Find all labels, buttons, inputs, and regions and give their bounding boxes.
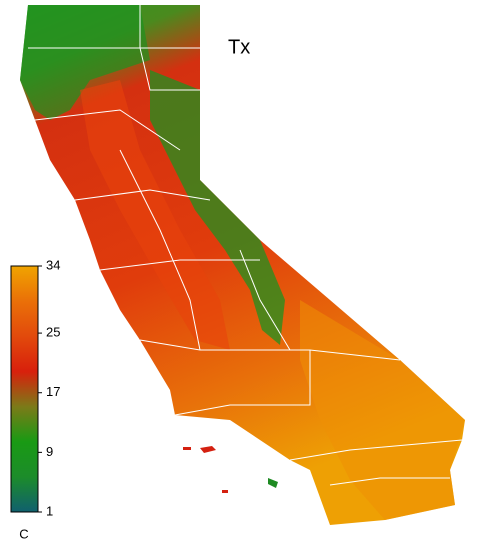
legend-tick-label: 17 bbox=[46, 384, 60, 399]
legend-tick-label: 1 bbox=[46, 503, 53, 518]
legend-tick-label: 25 bbox=[46, 325, 60, 340]
county-line bbox=[139, 5, 200, 91]
desert bbox=[300, 300, 465, 520]
county-line bbox=[139, 339, 401, 361]
state bbox=[20, 5, 465, 525]
county-line bbox=[34, 109, 181, 151]
county-line bbox=[239, 249, 291, 351]
map-title: Tx bbox=[228, 36, 250, 58]
legend-tick-label: 34 bbox=[46, 257, 60, 272]
island bbox=[200, 446, 216, 453]
county-line bbox=[289, 439, 463, 461]
island bbox=[183, 447, 191, 450]
sierra-highlands bbox=[150, 70, 285, 345]
color-bar bbox=[10, 265, 39, 513]
county-line bbox=[119, 149, 201, 351]
county-line bbox=[99, 259, 260, 271]
central-valley bbox=[80, 80, 230, 350]
legend-tick-label: 9 bbox=[46, 444, 53, 459]
county-line bbox=[174, 350, 311, 416]
legend: C 1 9 17 25 34 bbox=[10, 257, 60, 541]
island bbox=[222, 490, 228, 493]
island bbox=[268, 478, 278, 488]
legend-unit: C bbox=[19, 526, 28, 541]
north-coast-highlands bbox=[20, 5, 150, 120]
county-line bbox=[329, 477, 450, 486]
county-line bbox=[74, 189, 211, 201]
county-lines bbox=[28, 5, 463, 486]
